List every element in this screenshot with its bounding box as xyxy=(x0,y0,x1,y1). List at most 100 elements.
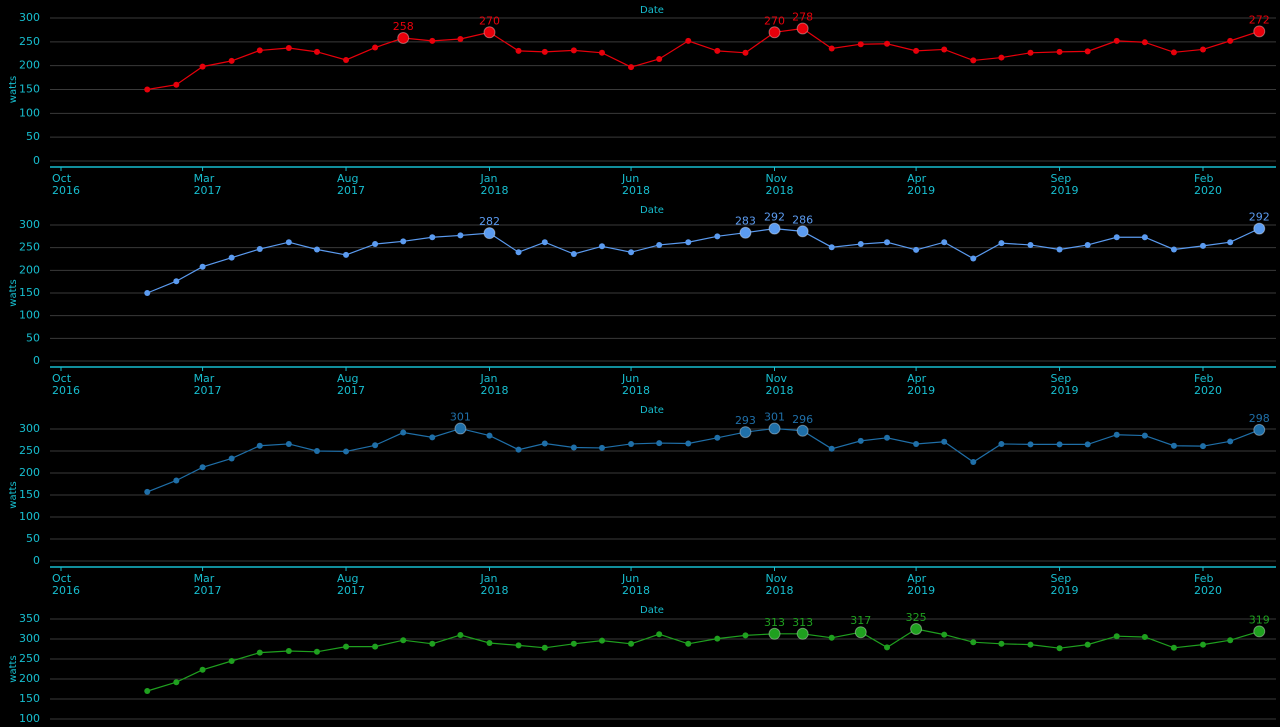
y-tick-label: 300 xyxy=(19,11,40,24)
data-label: 286 xyxy=(792,213,813,226)
x-tick-label: Sep 2019 xyxy=(1051,572,1079,597)
data-point xyxy=(570,47,577,54)
data-point xyxy=(400,238,407,245)
data-point xyxy=(541,239,548,246)
y-tick-label: 50 xyxy=(26,331,40,344)
data-point xyxy=(1170,442,1177,449)
data-point xyxy=(400,637,407,644)
data-point xyxy=(1084,641,1091,648)
chart-title: Date xyxy=(640,205,664,216)
data-point xyxy=(144,290,151,296)
x-tick-label: Mar 2017 xyxy=(194,372,222,397)
data-point xyxy=(1027,441,1034,448)
highlight-point xyxy=(854,626,867,639)
y-tick-label: 250 xyxy=(19,652,40,665)
data-point xyxy=(285,648,292,654)
data-point xyxy=(884,644,891,651)
highlight-point xyxy=(796,22,809,35)
x-tick-label: Feb 2020 xyxy=(1194,372,1222,397)
data-point xyxy=(1113,633,1120,640)
highlight-point xyxy=(483,26,496,39)
y-tick-label: 200 xyxy=(19,466,40,479)
data-point xyxy=(256,47,263,54)
x-tick-label: Apr 2019 xyxy=(907,572,935,597)
data-point xyxy=(173,477,180,484)
data-point xyxy=(714,434,721,441)
x-tick-label: Aug 2017 xyxy=(337,572,365,597)
data-point xyxy=(515,249,522,256)
data-point xyxy=(656,631,663,638)
x-tick-label: Nov 2018 xyxy=(766,172,794,197)
data-point xyxy=(828,244,835,251)
data-point xyxy=(144,688,151,694)
data-label: 258 xyxy=(393,20,414,33)
data-point xyxy=(541,440,548,447)
data-point xyxy=(598,49,605,56)
data-point xyxy=(628,640,635,647)
data-point xyxy=(1170,644,1177,651)
data-point xyxy=(1227,438,1234,445)
y-tick-label: 250 xyxy=(19,444,40,457)
data-point xyxy=(1141,634,1148,640)
data-label: 270 xyxy=(479,14,500,27)
y-tick-label: 200 xyxy=(19,59,40,72)
x-tick-label: Mar 2017 xyxy=(194,172,222,197)
y-tick-label: 100 xyxy=(19,510,40,523)
highlight-point xyxy=(768,26,781,39)
data-point xyxy=(628,64,635,71)
data-label: 313 xyxy=(792,616,813,629)
y-tick-label: 0 xyxy=(33,554,40,567)
data-point xyxy=(1056,645,1063,652)
data-point xyxy=(515,47,522,54)
data-point xyxy=(685,440,692,447)
data-point xyxy=(685,640,692,647)
data-point xyxy=(913,47,920,54)
data-point xyxy=(1141,432,1148,439)
highlight-point xyxy=(483,227,496,240)
data-point xyxy=(256,649,263,656)
data-label: 319 xyxy=(1249,613,1270,626)
chart-panel-1: Date watts 0 50 100 150 200 250 300 Oct 2016 Mar 201… xyxy=(8,5,1276,197)
data-point xyxy=(570,251,577,258)
data-point xyxy=(970,639,977,646)
data-label: 272 xyxy=(1249,13,1270,26)
data-point xyxy=(628,440,635,447)
x-tick-label: Feb 2020 xyxy=(1194,172,1222,197)
data-label: 278 xyxy=(792,10,813,23)
data-point xyxy=(285,239,292,246)
highlight-point xyxy=(768,422,781,435)
data-point xyxy=(228,658,235,664)
x-tick-label: Oct 2016 xyxy=(52,172,80,197)
data-point xyxy=(1170,246,1177,253)
data-point xyxy=(857,437,864,444)
data-point xyxy=(1141,234,1148,241)
data-point xyxy=(742,49,749,56)
y-tick-label: 150 xyxy=(19,692,40,705)
x-tick-label: Sep 2019 xyxy=(1051,172,1079,197)
chart-title: Date xyxy=(640,605,664,616)
data-point xyxy=(144,86,151,93)
data-point xyxy=(343,56,350,63)
data-point xyxy=(1056,48,1063,55)
data-point xyxy=(570,444,577,451)
x-tick-label: Sep 2019 xyxy=(1051,372,1079,397)
data-point xyxy=(285,45,292,52)
y-axis-label: watts xyxy=(8,655,19,682)
data-point xyxy=(285,440,292,447)
data-point xyxy=(541,48,548,55)
series-line xyxy=(147,228,1260,294)
data-label: 270 xyxy=(764,14,785,27)
data-point xyxy=(1170,49,1177,56)
highlight-point xyxy=(768,627,781,640)
data-point xyxy=(1200,46,1206,53)
data-point xyxy=(998,54,1005,61)
data-point xyxy=(1056,246,1063,253)
data-point xyxy=(714,47,721,54)
data-point xyxy=(429,37,436,44)
highlight-point xyxy=(796,627,809,640)
data-point xyxy=(1027,641,1034,648)
data-point xyxy=(515,642,522,649)
data-point xyxy=(486,432,493,439)
y-tick-label: 150 xyxy=(19,488,40,501)
x-tick-label: Jun 2018 xyxy=(621,172,650,197)
